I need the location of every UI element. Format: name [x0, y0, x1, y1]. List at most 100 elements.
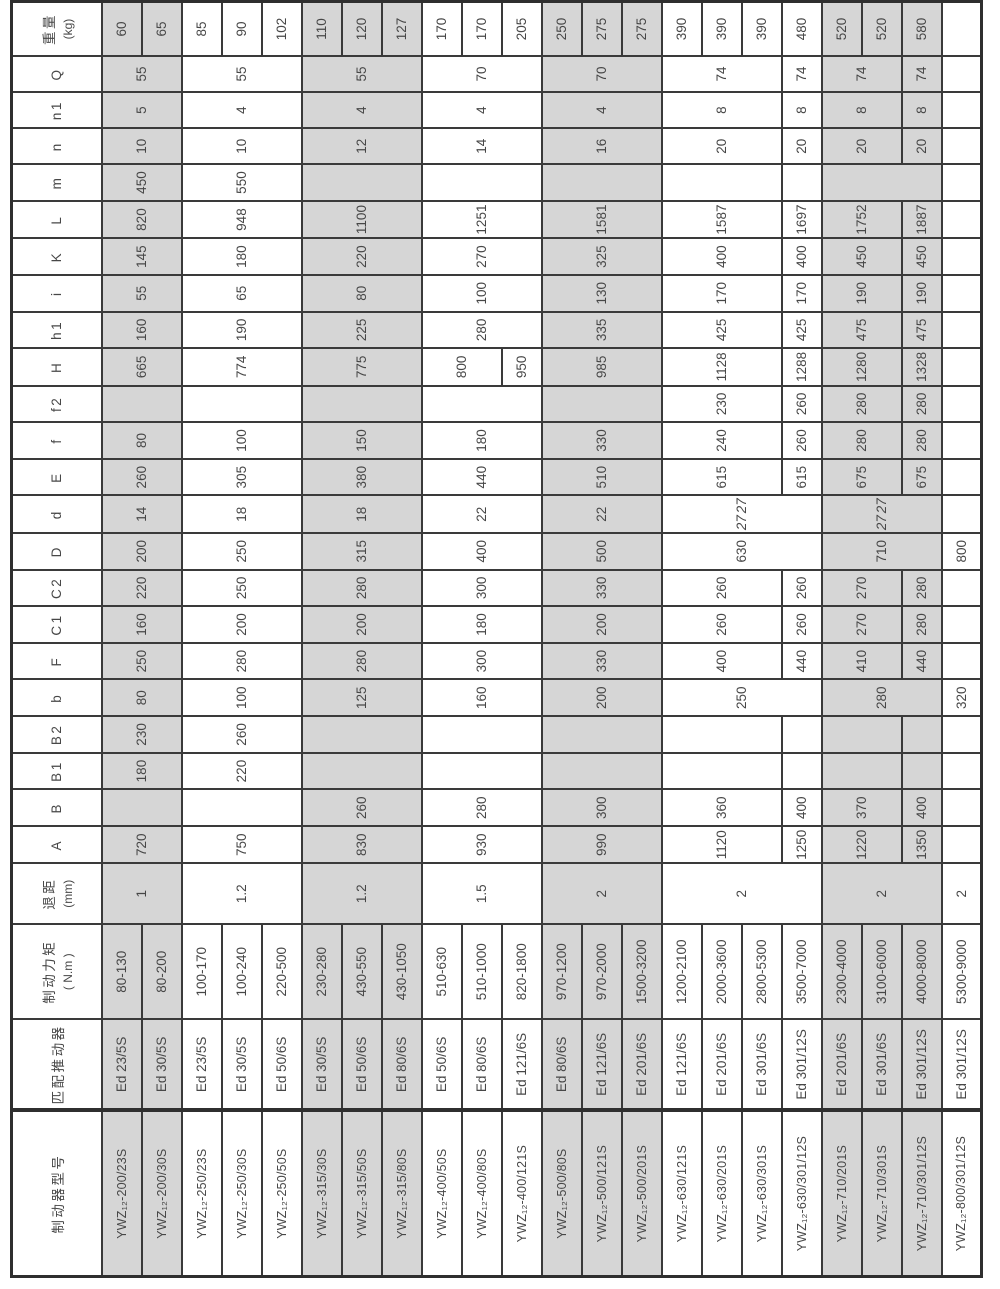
cell-torque-5: 220-500 — [261, 924, 302, 1020]
column-header-B2: B2 — [11, 716, 102, 753]
model-row-1: YWZ₁₂-200/23S Ed 23/5S 80-130 1 720 180 230 80 2… — [101, 1, 182, 1277]
column-header-E: E — [11, 458, 102, 496]
cell-E-3: 305 — [181, 458, 302, 496]
cell-B2-22 — [941, 716, 982, 753]
cell-L-19: 1752 — [821, 200, 902, 239]
cell-C2-3: 250 — [181, 569, 302, 607]
column-label: Q — [49, 67, 65, 81]
column-label: B2 — [49, 723, 65, 746]
cell-K-19: 450 — [821, 238, 902, 275]
column-header-B1: B1 — [11, 752, 102, 790]
cell-thruster-15: Ed 121/6S — [661, 1019, 702, 1111]
cell-B2-12 — [541, 716, 662, 753]
cell-weight-13: 275 — [581, 1, 622, 57]
cell-model-15: YWZ₁₂-630/121S — [661, 1110, 702, 1277]
column-header-n: n — [11, 128, 102, 165]
cell-b-1: 80 — [101, 679, 182, 717]
cell-gap-1: 1 — [101, 863, 182, 924]
model-row-3: YWZ₁₂-250/23S Ed 23/5S 100-170 1.2 750 220 260… — [181, 1, 302, 1277]
cell-B2-19 — [821, 716, 902, 753]
cell-C1-9: 180 — [421, 606, 542, 643]
cell-B-21: 400 — [901, 789, 942, 827]
cell-gap-19: 2 — [821, 863, 942, 924]
cell-K-9: 270 — [421, 238, 542, 275]
column-label: D — [49, 545, 65, 558]
column-label: i — [49, 290, 65, 296]
cell-model-10: YWZ₁₂-400/80S — [461, 1110, 502, 1277]
cell-Q-21: 74 — [901, 56, 942, 92]
cell-C2-21: 280 — [901, 569, 942, 607]
column-header-h1: h1 — [11, 311, 102, 349]
cell-F-18: 440 — [781, 642, 822, 680]
cell-thruster-12: Ed 80/6S — [541, 1019, 582, 1111]
cell-weight-18: 480 — [781, 1, 822, 57]
cell-model-21: YWZ₁₂-710/301/12S — [901, 1110, 942, 1277]
cell-i-9: 100 — [421, 274, 542, 312]
value-text: 27 — [874, 498, 889, 514]
value-text: 27 — [734, 515, 749, 531]
cell-thruster-13: Ed 121/6S — [581, 1019, 622, 1111]
cell-weight-1: 60 — [101, 1, 142, 57]
cell-b-15: 250 — [661, 679, 822, 717]
cell-f-18: 260 — [781, 422, 822, 459]
cell-h1-9: 280 — [421, 311, 542, 349]
column-label: f — [49, 437, 65, 444]
cell-B-22 — [941, 789, 982, 827]
column-header-K: K — [11, 238, 102, 275]
cell-B1-1: 180 — [101, 752, 182, 790]
cell-K-18: 400 — [781, 238, 822, 275]
cell-H-3: 774 — [181, 348, 302, 386]
cell-n1-19: 8 — [821, 91, 902, 129]
cell-n1-6: 4 — [301, 91, 422, 129]
cell-H-9: 800 — [421, 348, 502, 386]
column-header-B: B — [11, 789, 102, 827]
cell-Q-6: 55 — [301, 56, 422, 92]
column-label: C1 — [49, 613, 65, 636]
cell-B-6: 260 — [301, 789, 422, 827]
cell-torque-11: 820-1800 — [501, 924, 542, 1020]
cell-thruster-17: Ed 301/6S — [741, 1019, 782, 1111]
cell-torque-15: 1200-2100 — [661, 924, 702, 1020]
model-row-12: YWZ₁₂-500/80S Ed 80/6S 970-1200 2 990 300 200 3… — [541, 1, 662, 1277]
cell-weight-10: 170 — [461, 1, 502, 57]
cell-thruster-10: Ed 80/6S — [461, 1019, 502, 1111]
cell-weight-11: 205 — [501, 1, 542, 57]
model-row-22: YWZ₁₂-800/301/12S Ed 301/12S 5300-9000 2 320… — [941, 1, 982, 1277]
cell-E-22 — [941, 458, 982, 496]
cell-b-6: 125 — [301, 679, 422, 717]
cell-m-12 — [541, 164, 662, 201]
cell-F-22 — [941, 642, 982, 680]
cell-L-3: 948 — [181, 200, 302, 239]
cell-f2-3 — [181, 385, 302, 423]
value-text: 27 — [874, 515, 889, 531]
cell-torque-19: 2300-4000 — [821, 924, 862, 1020]
cell-D-15: 630 — [661, 532, 822, 570]
cell-B2-6 — [301, 716, 422, 753]
cell-f-12: 330 — [541, 422, 662, 459]
cell-b-19: 280 — [821, 679, 942, 717]
cell-f-22 — [941, 422, 982, 459]
cell-i-3: 65 — [181, 274, 302, 312]
cell-D-1: 200 — [101, 532, 182, 570]
cell-C1-21: 280 — [901, 606, 942, 643]
column-header-b: b — [11, 679, 102, 717]
column-label: B1 — [49, 760, 65, 782]
cell-B2-15 — [661, 716, 782, 753]
model-row-6: YWZ₁₂-315/30S Ed 30/5S 230-280 1.2 830 260 125… — [301, 1, 422, 1277]
cell-Q-22 — [941, 56, 982, 92]
cell-L-9: 1251 — [421, 200, 542, 239]
column-label: F — [49, 655, 65, 667]
cell-D-3: 250 — [181, 532, 302, 570]
cell-m-18 — [781, 164, 822, 201]
cell-torque-18: 3500-7000 — [781, 924, 822, 1020]
cell-B1-19 — [821, 752, 902, 790]
cell-d-19: 27 27 — [821, 495, 942, 533]
cell-m-19 — [821, 164, 942, 201]
cell-A-9: 930 — [421, 826, 542, 864]
cell-model-11: YWZ₁₂-400/121S — [501, 1110, 542, 1277]
cell-model-14: YWZ₁₂-500/201S — [621, 1110, 662, 1277]
cell-thruster-11: Ed 121/6S — [501, 1019, 542, 1111]
cell-E-6: 380 — [301, 458, 422, 496]
column-header-model: 制动器型号 — [11, 1110, 102, 1277]
